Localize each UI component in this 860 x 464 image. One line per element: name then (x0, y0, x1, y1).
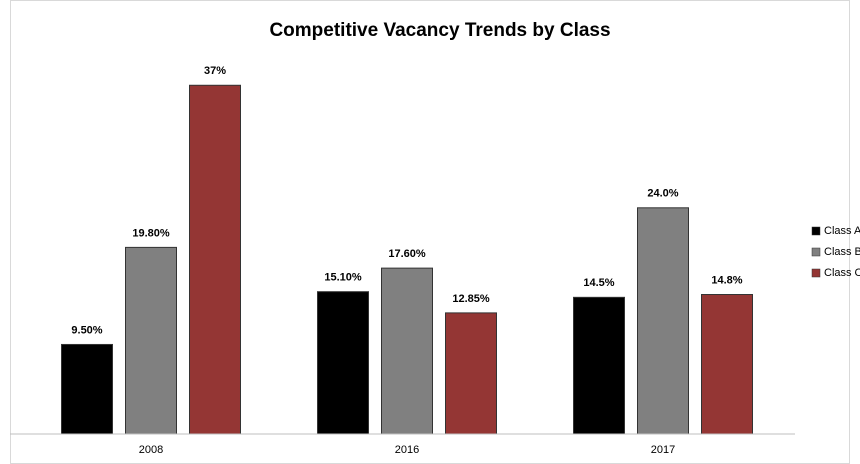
bar (701, 294, 753, 435)
legend-swatch (811, 226, 821, 236)
bar (381, 267, 433, 435)
x-tick-label: 2017 (651, 444, 675, 456)
value-label: 9.50% (71, 324, 102, 336)
value-label: 37% (204, 65, 226, 77)
chart-title: Competitive Vacancy Trends by Class (269, 20, 610, 41)
value-label: 17.60% (388, 248, 426, 260)
bar (317, 291, 369, 435)
bar (445, 312, 497, 435)
x-tick-label: 2008 (139, 444, 163, 456)
legend-label: Class B (824, 246, 860, 258)
bar (637, 207, 689, 435)
legend-label: Class A (824, 225, 860, 237)
legend-swatch (811, 268, 821, 278)
legend-swatch (811, 247, 821, 257)
legend-label: Class C (824, 267, 860, 279)
value-label: 15.10% (324, 272, 362, 284)
value-label: 19.80% (132, 227, 170, 239)
value-label: 12.85% (452, 293, 490, 305)
value-label: 14.5% (583, 277, 614, 289)
value-label: 24.0% (647, 188, 678, 200)
value-label: 14.8% (711, 274, 742, 286)
bar (61, 343, 113, 435)
x-tick-label: 2016 (395, 444, 419, 456)
bar (125, 246, 177, 435)
bar (573, 296, 625, 435)
bar (189, 84, 241, 435)
